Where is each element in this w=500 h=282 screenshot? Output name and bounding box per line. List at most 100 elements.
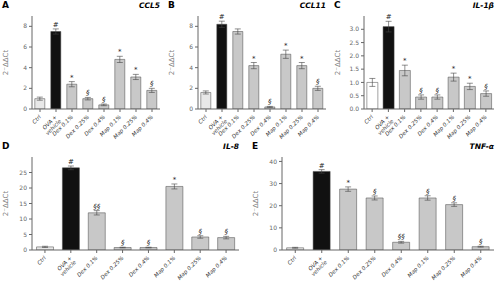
svg-text:1.5: 1.5: [349, 65, 359, 72]
svg-text:20: 20: [19, 184, 27, 191]
svg-text:2⁻ΔΔCt: 2⁻ΔΔCt: [252, 191, 260, 217]
svg-text:2.5: 2.5: [349, 39, 359, 46]
svg-text:0: 0: [23, 246, 27, 253]
svg-text:#: #: [219, 13, 225, 21]
svg-text:§§: §§: [398, 233, 406, 241]
svg-text:10: 10: [269, 224, 277, 231]
svg-text:Map 0.4%: Map 0.4%: [131, 114, 155, 138]
svg-text:*: *: [70, 74, 74, 82]
svg-text:Ctrl: Ctrl: [363, 113, 374, 124]
svg-text:Ctrl: Ctrl: [286, 254, 297, 265]
svg-text:§: §: [224, 228, 228, 236]
svg-text:§: §: [419, 87, 423, 95]
svg-text:5: 5: [23, 231, 27, 238]
svg-text:*: *: [134, 66, 138, 74]
svg-text:Dex 0.4%: Dex 0.4%: [380, 255, 403, 278]
svg-text:Ctrl: Ctrl: [197, 113, 208, 124]
svg-text:Map 0.25%: Map 0.25%: [176, 255, 203, 282]
svg-text:Ctrl: Ctrl: [36, 254, 47, 265]
svg-text:§: §: [102, 96, 106, 104]
svg-text:§: §: [268, 98, 272, 106]
svg-text:§: §: [199, 228, 203, 236]
svg-text:1.0: 1.0: [349, 79, 359, 86]
svg-text:*: *: [252, 55, 256, 63]
svg-text:4: 4: [189, 64, 193, 71]
svg-text:2: 2: [189, 84, 193, 91]
svg-text:2⁻ΔΔCt: 2⁻ΔΔCt: [334, 50, 342, 76]
svg-text:#: #: [68, 158, 74, 166]
svg-text:*: *: [403, 57, 407, 65]
svg-text:§: §: [452, 195, 456, 203]
svg-text:§: §: [373, 188, 377, 196]
svg-text:2⁻ΔΔCt: 2⁻ΔΔCt: [8, 191, 10, 217]
svg-text:Dex 0.1%: Dex 0.1%: [327, 255, 350, 278]
svg-text:20: 20: [269, 202, 277, 209]
svg-text:2.0: 2.0: [349, 52, 359, 59]
svg-text:§: §: [147, 239, 151, 247]
svg-text:0: 0: [189, 105, 193, 112]
svg-text:*: *: [468, 75, 472, 83]
svg-text:Map 0.4%: Map 0.4%: [205, 255, 229, 279]
svg-text:Map 0.1%: Map 0.1%: [153, 255, 177, 279]
svg-text:§: §: [316, 78, 320, 86]
svg-text:3.0: 3.0: [349, 25, 359, 32]
svg-text:Map 0.4%: Map 0.4%: [464, 114, 488, 138]
svg-text:*: *: [452, 65, 456, 73]
svg-text:0.0: 0.0: [349, 105, 359, 112]
svg-text:4: 4: [23, 64, 27, 71]
svg-text:8: 8: [189, 22, 193, 29]
svg-text:8: 8: [23, 22, 27, 29]
svg-text:Map 0.4%: Map 0.4%: [459, 255, 483, 279]
svg-text:Map 0.1%: Map 0.1%: [406, 255, 430, 279]
svg-text:Map 0.25%: Map 0.25%: [430, 255, 457, 282]
svg-text:Dex 0.4%: Dex 0.4%: [83, 113, 107, 137]
svg-text:§: §: [426, 188, 430, 196]
svg-text:Dex 0.25%: Dex 0.25%: [351, 255, 377, 281]
svg-text:Map 0.4%: Map 0.4%: [297, 114, 321, 138]
svg-text:§: §: [484, 83, 488, 91]
svg-text:Dex 0.4%: Dex 0.4%: [127, 255, 150, 278]
svg-text:30: 30: [269, 180, 277, 187]
svg-text:10: 10: [19, 215, 27, 222]
svg-text:Dex 0.25%: Dex 0.25%: [99, 255, 125, 281]
svg-text:0: 0: [23, 105, 27, 112]
svg-text:6: 6: [23, 43, 27, 50]
svg-text:Map 0.25%: Map 0.25%: [445, 113, 472, 140]
svg-text:#: #: [386, 13, 392, 21]
svg-text:Dex 0.1%: Dex 0.1%: [51, 113, 75, 137]
svg-text:0.5: 0.5: [349, 92, 359, 99]
svg-text:Map 0.25%: Map 0.25%: [112, 113, 139, 140]
svg-text:*: *: [284, 42, 288, 50]
svg-text:*: *: [300, 55, 304, 63]
svg-text:OVA +vehicle: OVA +vehicle: [55, 254, 78, 277]
svg-text:§§: §§: [93, 203, 101, 211]
svg-text:25: 25: [19, 169, 27, 176]
svg-text:Dex 0.25%: Dex 0.25%: [64, 113, 91, 140]
svg-text:*: *: [173, 176, 177, 184]
svg-text:§: §: [86, 89, 90, 97]
svg-text:Map 0.25%: Map 0.25%: [278, 113, 305, 140]
svg-text:§: §: [436, 87, 440, 95]
svg-text:Dex 0.25%: Dex 0.25%: [397, 113, 423, 140]
svg-text:Ctrl: Ctrl: [31, 113, 42, 124]
svg-text:40: 40: [269, 158, 277, 165]
svg-text:§: §: [121, 239, 125, 247]
svg-text:Map 0.1%: Map 0.1%: [264, 113, 289, 138]
svg-text:2: 2: [23, 84, 27, 91]
svg-text:*: *: [118, 48, 122, 56]
svg-text:Map 0.1%: Map 0.1%: [98, 113, 123, 138]
svg-text:§: §: [479, 238, 483, 246]
svg-text:OVA +vehicle: OVA +vehicle: [306, 254, 329, 277]
svg-text:6: 6: [189, 43, 193, 50]
svg-text:0: 0: [273, 246, 277, 253]
svg-text:*: *: [346, 179, 350, 187]
svg-text:#: #: [319, 162, 325, 170]
svg-text:#: #: [53, 21, 59, 29]
svg-text:2⁻ΔΔCt: 2⁻ΔΔCt: [8, 50, 10, 76]
svg-text:Dex 0.1%: Dex 0.1%: [76, 255, 99, 278]
svg-text:Map 0.1%: Map 0.1%: [431, 113, 456, 138]
svg-text:§: §: [150, 80, 154, 88]
svg-text:2⁻ΔΔCt: 2⁻ΔΔCt: [168, 50, 176, 76]
svg-text:Dex 0.25%: Dex 0.25%: [230, 113, 257, 140]
svg-text:15: 15: [19, 200, 27, 207]
